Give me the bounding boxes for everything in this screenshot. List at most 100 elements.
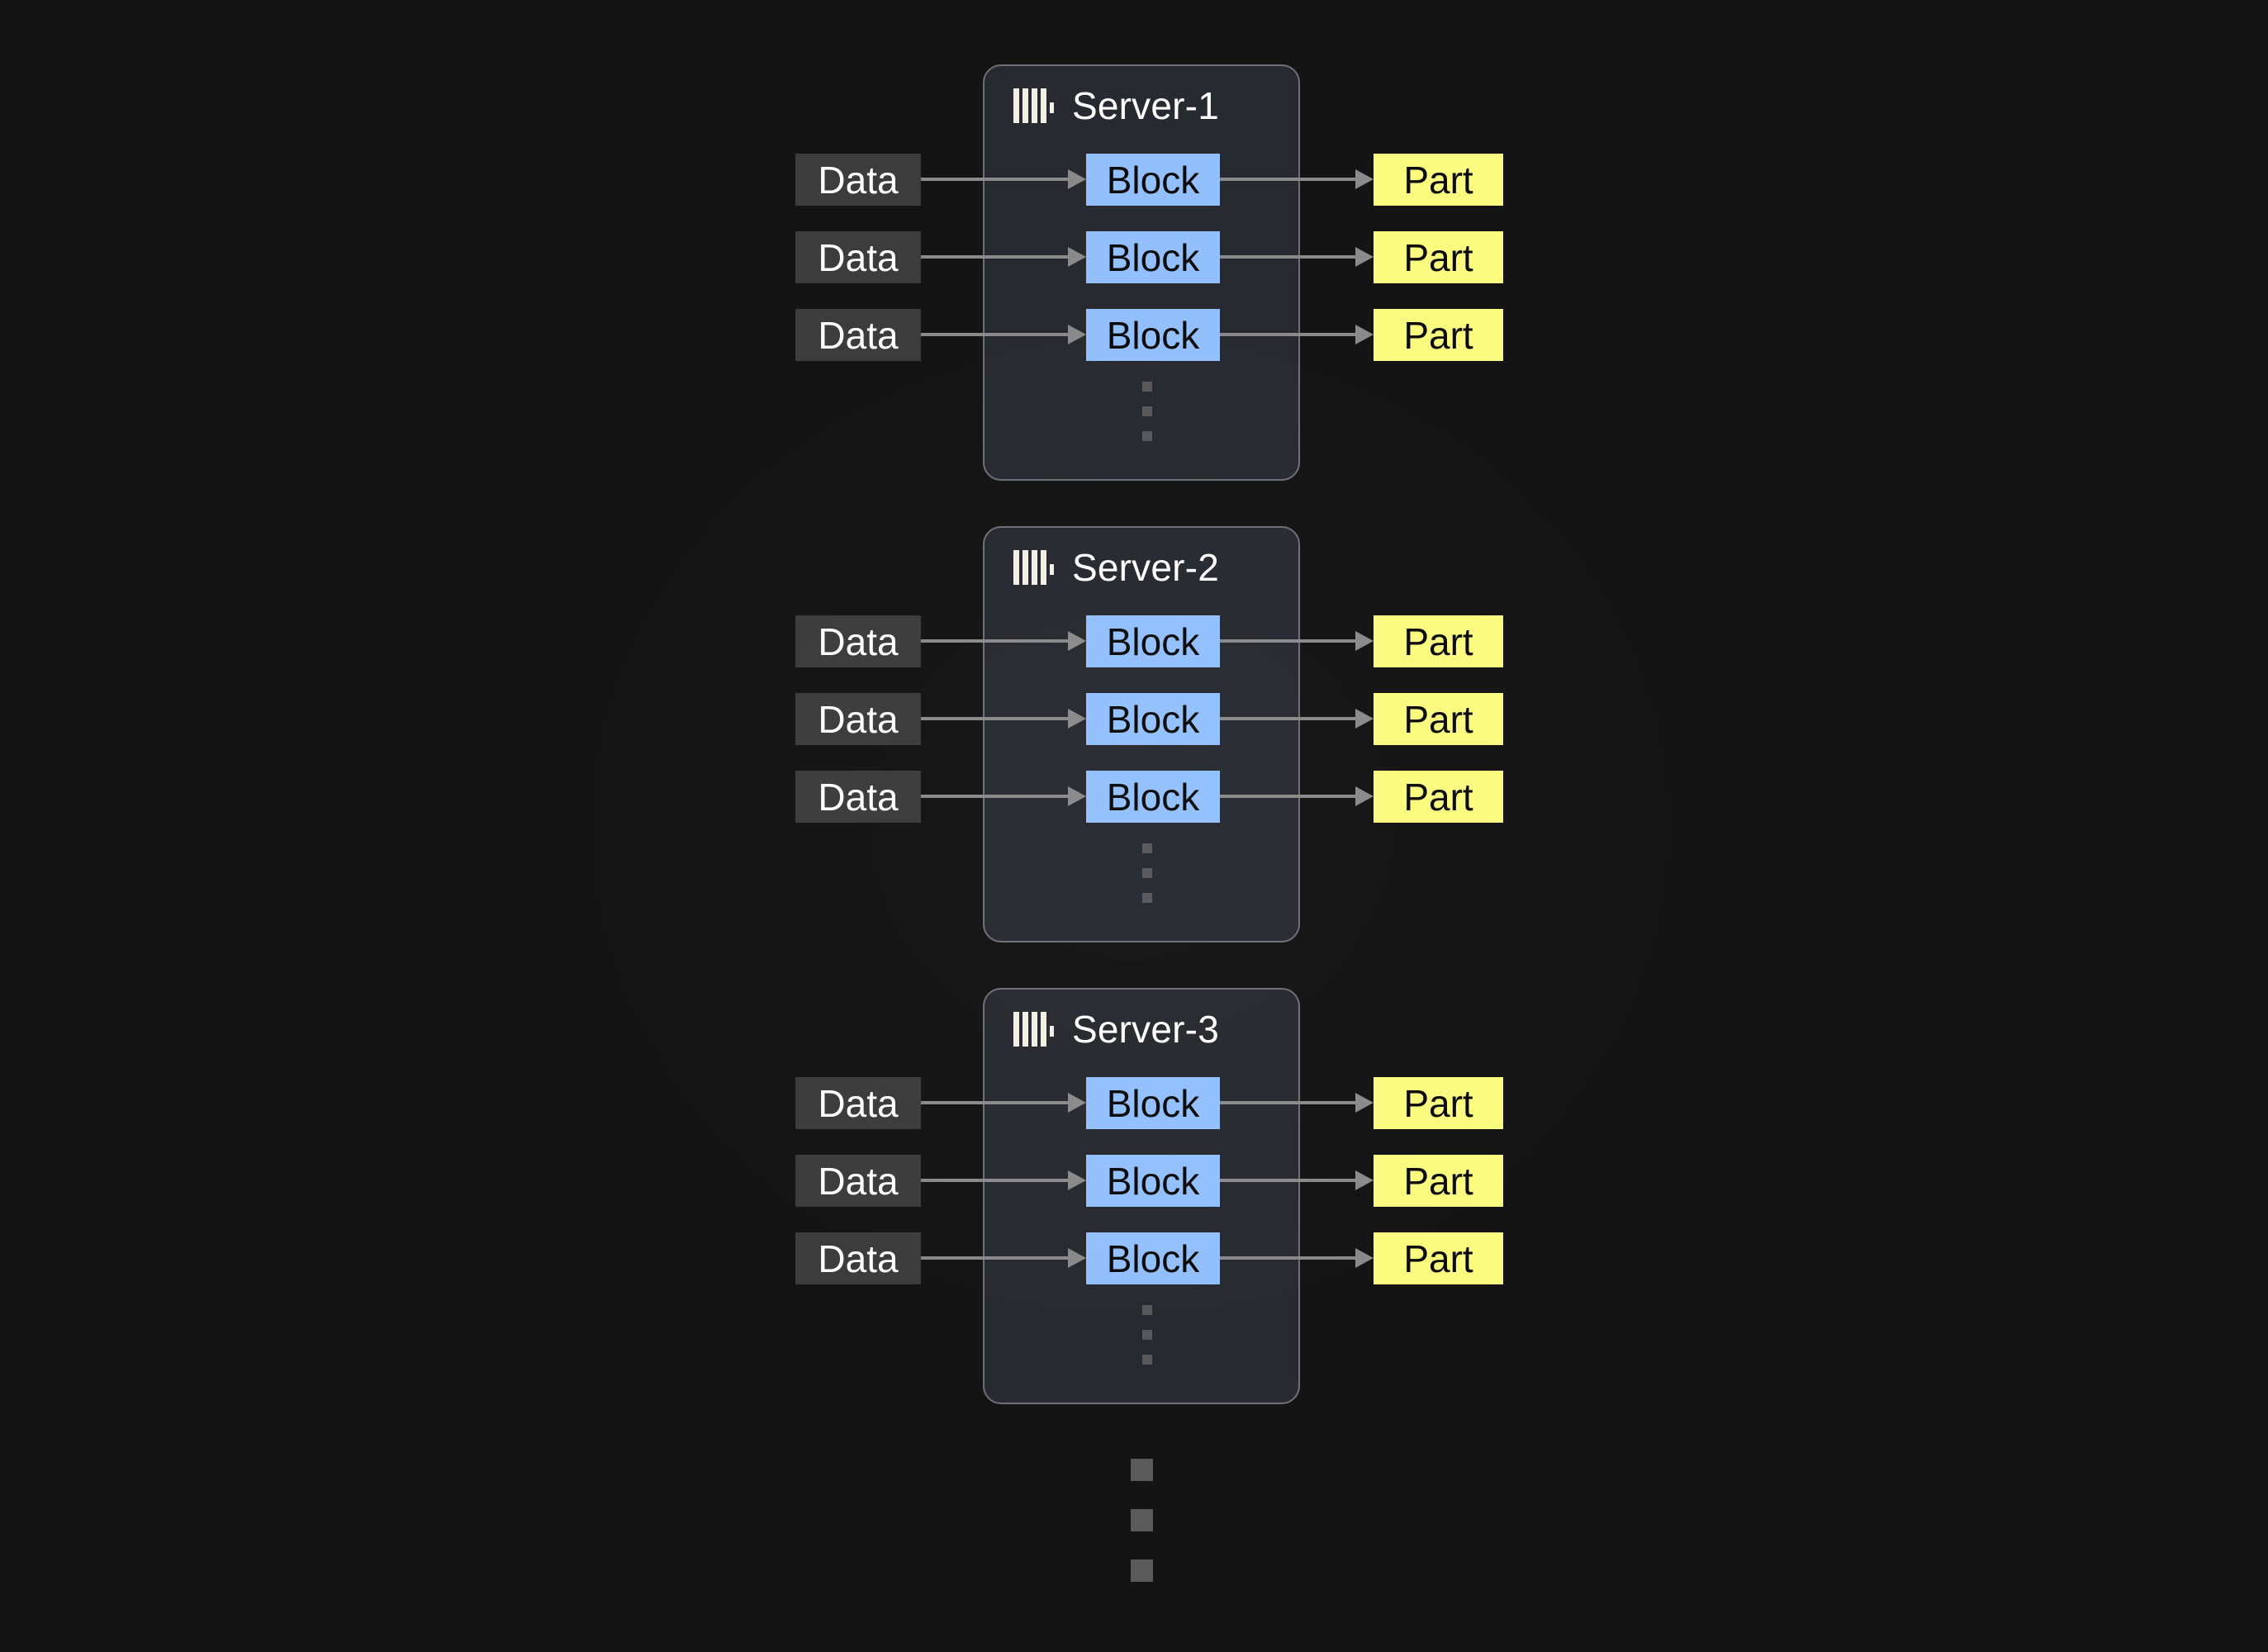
ellipsis-dot: [1142, 843, 1152, 853]
more-servers-ellipsis: [1131, 1459, 1153, 1582]
data-node[interactable]: Data: [795, 615, 921, 667]
block-node-label: Block: [1106, 1159, 1200, 1203]
block-node[interactable]: Block: [1086, 1232, 1220, 1284]
part-node-label: Part: [1403, 1081, 1473, 1125]
part-node[interactable]: Part: [1374, 154, 1503, 206]
arrow-block-to-part: [1220, 247, 1374, 267]
server-3-more-blocks-ellipsis: [1142, 1305, 1152, 1365]
arrow-data-to-block: [921, 709, 1086, 729]
data-node-label: Data: [818, 620, 899, 663]
ellipsis-dot: [1142, 868, 1152, 878]
server-header-3: Server-3: [1013, 1010, 1219, 1048]
arrow-block-to-part: [1220, 709, 1374, 729]
server-group-2: Server-2 Data Block Part Data Block: [0, 0, 2268, 942]
arrow-data-to-block: [921, 631, 1086, 651]
server-title-2: Server-2: [1072, 546, 1219, 589]
data-node-label: Data: [818, 775, 899, 819]
ellipsis-dot: [1142, 406, 1152, 416]
ellipsis-dot: [1131, 1459, 1153, 1481]
ellipsis-dot: [1142, 431, 1152, 441]
arrow-data-to-block: [921, 247, 1086, 267]
ellipsis-dot: [1142, 382, 1152, 392]
block-node-label: Block: [1106, 158, 1200, 202]
data-node-label: Data: [818, 1159, 899, 1203]
server-group-1: Server-1 Data Block Part Data Block: [0, 0, 2268, 496]
data-node[interactable]: Data: [795, 1077, 921, 1129]
part-node[interactable]: Part: [1374, 231, 1503, 283]
ellipsis-dot: [1142, 1330, 1152, 1340]
data-node[interactable]: Data: [795, 154, 921, 206]
part-node-label: Part: [1403, 620, 1473, 663]
data-node[interactable]: Data: [795, 309, 921, 361]
part-node[interactable]: Part: [1374, 693, 1503, 745]
part-node-label: Part: [1403, 775, 1473, 819]
data-node-label: Data: [818, 1237, 899, 1280]
server-title-3: Server-3: [1072, 1008, 1219, 1051]
arrow-data-to-block: [921, 786, 1086, 806]
block-node-label: Block: [1106, 1081, 1200, 1125]
block-node[interactable]: Block: [1086, 231, 1220, 283]
block-node[interactable]: Block: [1086, 693, 1220, 745]
block-node-label: Block: [1106, 235, 1200, 279]
block-node[interactable]: Block: [1086, 309, 1220, 361]
server-rack-icon: [1013, 87, 1054, 125]
part-node[interactable]: Part: [1374, 771, 1503, 823]
block-node[interactable]: Block: [1086, 154, 1220, 206]
part-node-label: Part: [1403, 158, 1473, 202]
data-node-label: Data: [818, 235, 899, 279]
arrow-data-to-block: [921, 1170, 1086, 1190]
block-node-label: Block: [1106, 775, 1200, 819]
ellipsis-dot: [1131, 1559, 1153, 1582]
part-node-label: Part: [1403, 1237, 1473, 1280]
arrow-data-to-block: [921, 325, 1086, 344]
server-1-more-blocks-ellipsis: [1142, 382, 1152, 441]
part-node[interactable]: Part: [1374, 1232, 1503, 1284]
block-node[interactable]: Block: [1086, 615, 1220, 667]
block-node-label: Block: [1106, 697, 1200, 741]
data-node-label: Data: [818, 697, 899, 741]
arrow-block-to-part: [1220, 1093, 1374, 1113]
data-node-label: Data: [818, 313, 899, 357]
server-rack-icon: [1013, 548, 1054, 586]
part-node-label: Part: [1403, 1159, 1473, 1203]
arrow-data-to-block: [921, 1093, 1086, 1113]
server-2-more-blocks-ellipsis: [1142, 843, 1152, 903]
part-node-label: Part: [1403, 235, 1473, 279]
block-node[interactable]: Block: [1086, 771, 1220, 823]
arrow-block-to-part: [1220, 169, 1374, 189]
arrow-block-to-part: [1220, 786, 1374, 806]
ellipsis-dot: [1142, 893, 1152, 903]
server-header-1: Server-1: [1013, 87, 1219, 125]
arrow-data-to-block: [921, 169, 1086, 189]
part-node-label: Part: [1403, 697, 1473, 741]
part-node[interactable]: Part: [1374, 1155, 1503, 1207]
data-node[interactable]: Data: [795, 693, 921, 745]
part-node[interactable]: Part: [1374, 1077, 1503, 1129]
arrow-block-to-part: [1220, 325, 1374, 344]
server-rack-icon: [1013, 1010, 1054, 1048]
data-node-label: Data: [818, 158, 899, 202]
data-node[interactable]: Data: [795, 1155, 921, 1207]
block-node-label: Block: [1106, 313, 1200, 357]
data-node[interactable]: Data: [795, 771, 921, 823]
ellipsis-dot: [1142, 1355, 1152, 1365]
arrow-block-to-part: [1220, 1248, 1374, 1268]
part-node[interactable]: Part: [1374, 615, 1503, 667]
block-node[interactable]: Block: [1086, 1077, 1220, 1129]
ellipsis-dot: [1142, 1305, 1152, 1315]
server-title-1: Server-1: [1072, 84, 1219, 127]
server-header-2: Server-2: [1013, 548, 1219, 586]
block-node[interactable]: Block: [1086, 1155, 1220, 1207]
ellipsis-dot: [1131, 1509, 1153, 1531]
arrow-data-to-block: [921, 1248, 1086, 1268]
data-node[interactable]: Data: [795, 231, 921, 283]
part-node-label: Part: [1403, 313, 1473, 357]
data-node-label: Data: [818, 1081, 899, 1125]
part-node[interactable]: Part: [1374, 309, 1503, 361]
block-node-label: Block: [1106, 1237, 1200, 1280]
block-node-label: Block: [1106, 620, 1200, 663]
arrow-block-to-part: [1220, 631, 1374, 651]
data-node[interactable]: Data: [795, 1232, 921, 1284]
server-group-3: Server-3 Data Block Part Data Block: [0, 0, 2268, 1404]
